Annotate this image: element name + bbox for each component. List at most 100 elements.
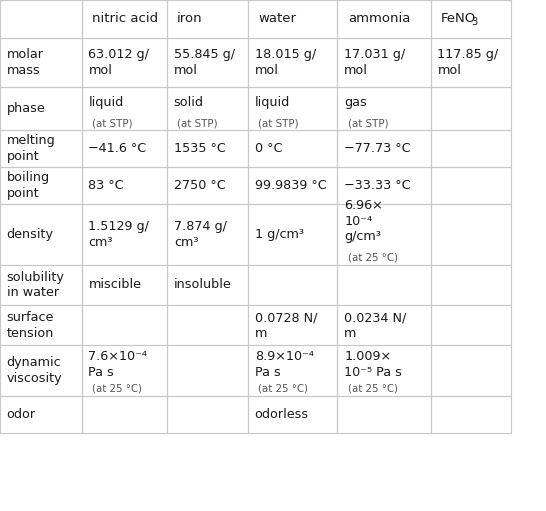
Bar — [0, 87, 82, 130]
Bar — [431, 204, 511, 265]
Text: liquid: liquid — [88, 96, 124, 109]
Bar — [0, 167, 82, 204]
Text: (at 25 °C): (at 25 °C) — [92, 383, 142, 393]
Text: odorless: odorless — [255, 408, 309, 421]
Bar — [431, 167, 511, 204]
Bar — [431, 305, 511, 345]
Text: 6.96×
10⁻⁴
g/cm³: 6.96× 10⁻⁴ g/cm³ — [344, 199, 383, 243]
Bar — [336, 38, 431, 87]
Bar — [167, 345, 247, 396]
Text: 7.6×10⁻⁴
Pa s: 7.6×10⁻⁴ Pa s — [88, 350, 147, 379]
Bar — [247, 0, 336, 38]
Bar — [431, 0, 511, 38]
Bar — [0, 345, 82, 396]
Text: 0 °C: 0 °C — [255, 142, 282, 155]
Bar — [336, 305, 431, 345]
Text: boiling
point: boiling point — [7, 172, 50, 200]
Text: surface
tension: surface tension — [7, 311, 54, 339]
Bar — [336, 167, 431, 204]
Text: phase: phase — [7, 102, 45, 115]
Bar — [431, 396, 511, 433]
Text: 8.9×10⁻⁴
Pa s: 8.9×10⁻⁴ Pa s — [255, 350, 314, 379]
Bar — [0, 130, 82, 167]
Bar — [247, 345, 336, 396]
Bar — [82, 204, 167, 265]
Bar — [247, 305, 336, 345]
Bar — [82, 345, 167, 396]
Text: solid: solid — [174, 96, 204, 109]
Bar — [0, 265, 82, 305]
Bar — [167, 167, 247, 204]
Bar — [82, 396, 167, 433]
Text: (at STP): (at STP) — [258, 119, 299, 128]
Text: water: water — [258, 12, 296, 26]
Text: molar
mass: molar mass — [7, 49, 44, 77]
Text: density: density — [7, 228, 54, 241]
Text: insoluble: insoluble — [174, 278, 232, 291]
Bar — [336, 396, 431, 433]
Bar — [336, 87, 431, 130]
Text: 2750 °C: 2750 °C — [174, 179, 225, 192]
Bar — [0, 0, 82, 38]
Bar — [336, 204, 431, 265]
Text: iron: iron — [177, 12, 203, 26]
Bar — [247, 87, 336, 130]
Text: (at 25 °C): (at 25 °C) — [258, 383, 308, 393]
Bar — [336, 345, 431, 396]
Bar — [0, 305, 82, 345]
Bar — [431, 38, 511, 87]
Text: FeNO: FeNO — [441, 12, 476, 26]
Text: 3: 3 — [472, 17, 478, 28]
Text: 0.0728 N/
m: 0.0728 N/ m — [255, 311, 317, 339]
Bar — [247, 265, 336, 305]
Bar — [0, 204, 82, 265]
Text: 17.031 g/
mol: 17.031 g/ mol — [344, 49, 405, 77]
Bar — [0, 396, 82, 433]
Bar — [247, 204, 336, 265]
Text: 7.874 g/
cm³: 7.874 g/ cm³ — [174, 220, 227, 249]
Text: (at 25 °C): (at 25 °C) — [348, 383, 398, 393]
Bar — [82, 130, 167, 167]
Bar — [167, 265, 247, 305]
Text: 0.0234 N/
m: 0.0234 N/ m — [344, 311, 406, 339]
Text: (at 25 °C): (at 25 °C) — [348, 252, 398, 263]
Bar — [167, 87, 247, 130]
Bar — [82, 0, 167, 38]
Bar — [82, 265, 167, 305]
Text: gas: gas — [344, 96, 367, 109]
Bar — [82, 87, 167, 130]
Bar — [431, 130, 511, 167]
Text: miscible: miscible — [88, 278, 141, 291]
Bar — [167, 38, 247, 87]
Text: −77.73 °C: −77.73 °C — [344, 142, 411, 155]
Bar — [247, 167, 336, 204]
Bar — [431, 265, 511, 305]
Bar — [82, 167, 167, 204]
Text: 83 °C: 83 °C — [88, 179, 124, 192]
Bar — [336, 130, 431, 167]
Bar — [247, 38, 336, 87]
Bar — [167, 204, 247, 265]
Bar — [167, 396, 247, 433]
Text: solubility
in water: solubility in water — [7, 271, 64, 299]
Text: 1 g/cm³: 1 g/cm³ — [255, 228, 304, 241]
Text: −41.6 °C: −41.6 °C — [88, 142, 147, 155]
Bar — [431, 87, 511, 130]
Bar — [247, 396, 336, 433]
Text: (at STP): (at STP) — [348, 119, 389, 128]
Text: 99.9839 °C: 99.9839 °C — [255, 179, 327, 192]
Bar — [167, 305, 247, 345]
Text: (at STP): (at STP) — [177, 119, 218, 128]
Bar — [167, 130, 247, 167]
Bar — [247, 130, 336, 167]
Text: −33.33 °C: −33.33 °C — [344, 179, 411, 192]
Text: 1.5129 g/
cm³: 1.5129 g/ cm³ — [88, 220, 150, 249]
Bar — [336, 0, 431, 38]
Text: dynamic
viscosity: dynamic viscosity — [7, 356, 62, 385]
Bar — [82, 305, 167, 345]
Text: 18.015 g/
mol: 18.015 g/ mol — [255, 49, 316, 77]
Bar — [0, 38, 82, 87]
Text: 63.012 g/
mol: 63.012 g/ mol — [88, 49, 150, 77]
Text: 55.845 g/
mol: 55.845 g/ mol — [174, 49, 235, 77]
Text: 1.009×
10⁻⁵ Pa s: 1.009× 10⁻⁵ Pa s — [344, 350, 402, 379]
